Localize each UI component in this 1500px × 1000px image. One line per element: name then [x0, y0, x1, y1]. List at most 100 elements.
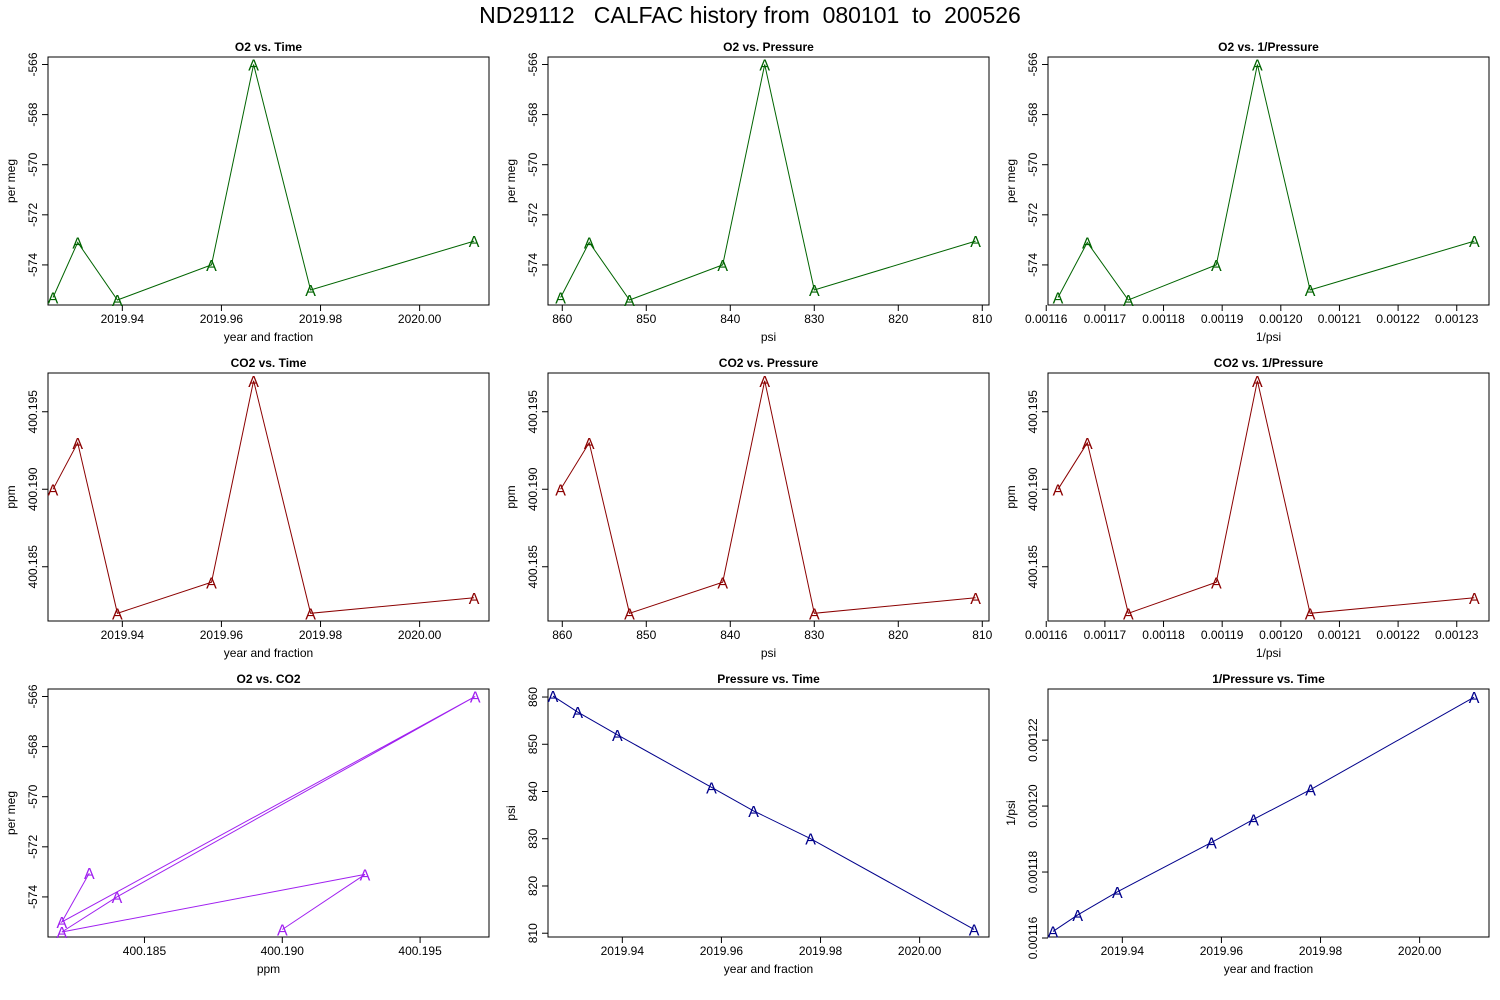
data-point: A — [555, 482, 566, 499]
y-tick-label: 860 — [526, 687, 540, 707]
data-point: A — [470, 690, 481, 707]
x-tick-label: 0.00123 — [1435, 628, 1479, 642]
y-tick-label: 400.195 — [1026, 390, 1040, 434]
panel-title: CO2 vs. Pressure — [719, 356, 819, 370]
data-point: A — [809, 606, 820, 623]
data-point: A — [1469, 591, 1480, 608]
data-point: A — [1305, 783, 1316, 800]
x-tick-label: 0.00117 — [1084, 628, 1127, 642]
data-point: A — [112, 606, 123, 623]
data-point: A — [206, 258, 217, 275]
data-point: A — [248, 374, 259, 391]
data-point: A — [970, 234, 981, 251]
x-tick-label: 0.00118 — [1142, 312, 1185, 326]
data-point: A — [305, 606, 316, 623]
y-tick-label: 810 — [526, 923, 540, 943]
data-point: A — [48, 482, 59, 499]
x-tick-label: 0.00119 — [1201, 312, 1244, 326]
x-axis-label: 1/psi — [1256, 646, 1281, 660]
x-tick-label: 2019.98 — [299, 312, 343, 326]
data-point: A — [360, 867, 371, 884]
chart-panel-9: 1/Pressure vs. Time 2019.94 2019.96 2019.98… — [1004, 672, 1490, 976]
x-tick-label: 0.00116 — [1025, 628, 1068, 642]
x-tick-label: 2019.94 — [101, 312, 145, 326]
data-point: A — [1112, 885, 1123, 902]
x-tick-label: 400.190 — [261, 944, 305, 958]
data-point: A — [72, 235, 83, 252]
x-axis-label: year and fraction — [224, 646, 313, 660]
plot-frame — [547, 688, 990, 938]
plot-frame — [1047, 372, 1490, 622]
y-tick-label: -566 — [26, 684, 40, 708]
y-tick-label: -572 — [26, 202, 40, 226]
panel-title: O2 vs. Time — [235, 40, 302, 54]
data-point: A — [1082, 235, 1093, 252]
y-tick-label: -574 — [26, 885, 40, 909]
chart-panel-4: CO2 vs. Time 2019.94 2019.96 2019.98 2020.00… — [4, 356, 490, 660]
y-tick-label: -568 — [26, 734, 40, 758]
y-tick-label: 830 — [526, 828, 540, 848]
series-line — [1057, 64, 1475, 301]
y-tick-label: -568 — [526, 102, 540, 126]
panel-title: 1/Pressure vs. Time — [1212, 672, 1325, 686]
y-tick-label: -572 — [1026, 202, 1040, 226]
y-tick-label: 820 — [526, 876, 540, 896]
data-point: A — [72, 436, 83, 453]
x-tick-label: 0.00118 — [1142, 628, 1185, 642]
x-tick-label: 0.00120 — [1259, 628, 1303, 642]
y-axis-label: 1/psi — [1004, 800, 1018, 825]
data-point: A — [548, 689, 559, 706]
series-line — [1052, 696, 1475, 932]
data-point: A — [112, 293, 123, 310]
x-tick-label: 850 — [636, 312, 656, 326]
data-point: A — [748, 804, 759, 821]
x-tick-label: 0.00123 — [1435, 312, 1479, 326]
figure-title: ND29112 CALFAC history from 080101 to 20… — [479, 2, 1021, 28]
y-tick-label: -566 — [526, 52, 540, 76]
x-tick-label: 0.00122 — [1376, 312, 1420, 326]
x-tick-label: 0.00120 — [1259, 312, 1303, 326]
data-point: A — [469, 234, 480, 251]
y-axis-label: ppm — [504, 485, 518, 508]
data-point: A — [970, 591, 981, 608]
y-tick-label: 850 — [526, 734, 540, 754]
data-point: A — [572, 705, 583, 722]
data-point: A — [555, 290, 566, 307]
series-line — [560, 380, 976, 614]
chart-panel-3: O2 vs. 1/Pressure 0.00116 0.00117 0.00118 0.… — [1004, 40, 1490, 344]
data-point: A — [56, 915, 67, 932]
y-axis-label: psi — [504, 805, 518, 820]
x-tick-label: 2019.94 — [101, 628, 145, 642]
x-tick-label: 840 — [720, 628, 740, 642]
x-tick-label: 830 — [804, 628, 824, 642]
x-axis-label: 1/psi — [1256, 330, 1281, 344]
plot-frame — [547, 372, 990, 622]
x-tick-label: 2019.94 — [1101, 944, 1145, 958]
chart-panel-5: CO2 vs. Pressure 860 850 840 830 820 810 400.18… — [504, 356, 993, 660]
data-point: A — [1206, 835, 1217, 852]
y-tick-label: -568 — [1026, 102, 1040, 126]
x-tick-label: 2020.00 — [1398, 944, 1442, 958]
y-tick-label: 0.00120 — [1026, 784, 1040, 828]
x-tick-label: 860 — [552, 312, 572, 326]
panel-title: CO2 vs. 1/Pressure — [1214, 356, 1324, 370]
data-point: A — [1053, 290, 1064, 307]
plot-frame — [1047, 56, 1490, 306]
x-axis-label: year and fraction — [224, 330, 313, 344]
plot-frame — [47, 372, 490, 622]
y-tick-label: 400.185 — [1026, 545, 1040, 589]
y-tick-label: 840 — [526, 781, 540, 801]
y-tick-label: 400.185 — [526, 545, 540, 589]
x-axis-label: psi — [761, 646, 776, 660]
x-axis-label: ppm — [257, 962, 280, 976]
y-tick-label: 0.00116 — [1026, 916, 1040, 959]
y-axis-label: per meg — [4, 791, 18, 835]
series-line — [60, 696, 476, 933]
data-point: A — [248, 58, 259, 75]
chart-panel-1: O2 vs. Time 2019.94 2019.96 2019.98 2020.00 -… — [4, 40, 490, 344]
chart-panel-2: O2 vs. Pressure 860 850 840 830 820 810 -566 -56… — [504, 40, 993, 344]
x-tick-label: 840 — [720, 312, 740, 326]
data-point: A — [624, 293, 635, 310]
data-point: A — [1082, 436, 1093, 453]
series-line — [552, 695, 975, 930]
